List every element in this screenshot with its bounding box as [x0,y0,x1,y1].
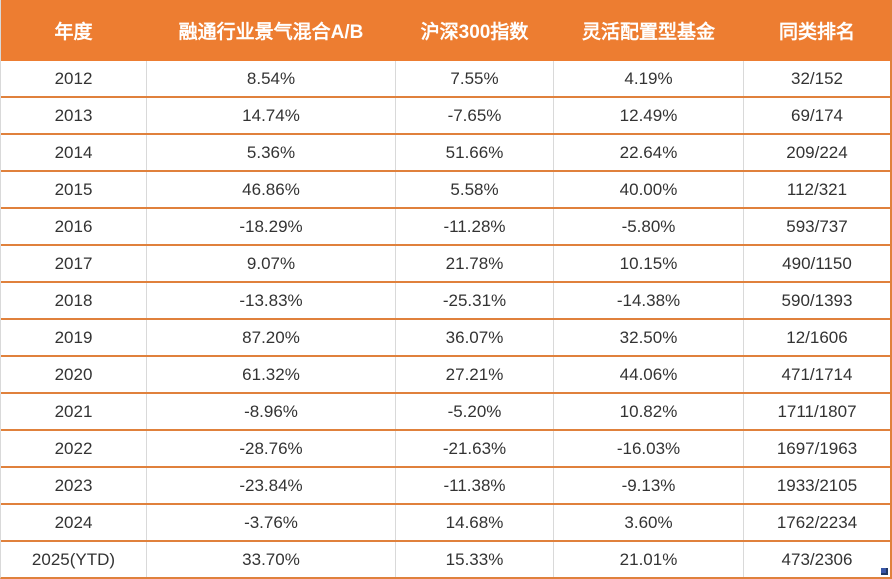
col-header-fund: 融通行业景气混合A/B [178,22,364,43]
fund-return-cell: 5.36% [146,135,395,170]
csi300-return-cell: -5.20% [395,394,553,429]
year-cell: 2020 [54,364,93,384]
rank-cell: 112/321 [743,172,890,207]
csi300-return-cell: -7.65% [395,98,553,133]
category-return-cell: 44.06% [553,357,743,392]
col-header-csi300: 沪深300指数 [420,22,529,43]
category-return-cell: 40.00% [553,172,743,207]
csi300-return-cell: -25.31% [395,283,553,318]
fund-return-cell: 87.20% [146,320,395,355]
year-cell: 2022 [54,438,93,458]
csi300-return-cell: -11.28% [395,209,553,244]
rank-cell: 209/224 [743,135,890,170]
csi300-return-cell: -21.63% [395,431,553,466]
category-return-cell: 22.64% [553,135,743,170]
csi300-return-cell: 21.78% [395,246,553,281]
table-row: 2023 -23.84% -11.38% -9.13% 1933/2105 [1,468,890,505]
category-return-cell: 10.15% [553,246,743,281]
year-cell: 2025(YTD) [31,549,116,569]
col-header-year: 年度 [54,22,93,43]
fund-return-cell: -28.76% [146,431,395,466]
table-row: 2012 8.54% 7.55% 4.19% 32/152 [1,61,890,98]
year-cell: 2018 [54,290,93,310]
table-row: 2021 -8.96% -5.20% 10.82% 1711/1807 [1,394,890,431]
fund-return-cell: -8.96% [146,394,395,429]
year-cell: 2012 [54,68,93,88]
csi300-return-cell: -11.38% [395,468,553,503]
table-row: 2014 5.36% 51.66% 22.64% 209/224 [1,135,890,172]
rank-cell: 473/2306 [743,542,890,577]
table-body: 2012 8.54% 7.55% 4.19% 32/152 2013 14.74… [1,61,890,577]
rank-cell: 69/174 [743,98,890,133]
year-cell: 2021 [54,401,93,421]
col-header-peer-rank: 同类排名 [778,22,855,43]
year-cell: 2017 [54,253,93,273]
fund-return-cell: -18.29% [146,209,395,244]
fund-return-cell: 46.86% [146,172,395,207]
table-row: 2016 -18.29% -11.28% -5.80% 593/737 [1,209,890,246]
category-return-cell: 12.49% [553,98,743,133]
fund-return-cell: -13.83% [146,283,395,318]
category-return-cell: 21.01% [553,542,743,577]
rank-cell: 1762/2234 [743,505,890,540]
spreadsheet-fill-handle[interactable] [881,568,888,575]
rank-cell: 471/1714 [743,357,890,392]
table-row: 2018 -13.83% -25.31% -14.38% 590/1393 [1,283,890,320]
csi300-return-cell: 51.66% [395,135,553,170]
csi300-return-cell: 15.33% [395,542,553,577]
year-cell: 2013 [54,105,93,125]
fund-return-cell: 33.70% [146,542,395,577]
category-return-cell: 4.19% [553,61,743,96]
category-return-cell: -9.13% [553,468,743,503]
fund-return-cell: -3.76% [146,505,395,540]
fund-return-cell: 61.32% [146,357,395,392]
table-row: 2015 46.86% 5.58% 40.00% 112/321 [1,172,890,209]
fund-return-cell: 14.74% [146,98,395,133]
year-cell: 2023 [54,475,93,495]
table-row: 2017 9.07% 21.78% 10.15% 490/1150 [1,246,890,283]
table-row: 2024 -3.76% 14.68% 3.60% 1762/2234 [1,505,890,542]
category-return-cell: -16.03% [553,431,743,466]
category-return-cell: 32.50% [553,320,743,355]
fund-return-cell: -23.84% [146,468,395,503]
table-row: 2013 14.74% -7.65% 12.49% 69/174 [1,98,890,135]
csi300-return-cell: 36.07% [395,320,553,355]
csi300-return-cell: 27.21% [395,357,553,392]
table-row: 2019 87.20% 36.07% 32.50% 12/1606 [1,320,890,357]
table-row: 2020 61.32% 27.21% 44.06% 471/1714 [1,357,890,394]
rank-cell: 490/1150 [743,246,890,281]
rank-cell: 593/737 [743,209,890,244]
category-return-cell: -5.80% [553,209,743,244]
category-return-cell: -14.38% [553,283,743,318]
csi300-return-cell: 7.55% [395,61,553,96]
table-row: 2022 -28.76% -21.63% -16.03% 1697/1963 [1,431,890,468]
year-cell: 2014 [54,142,93,162]
rank-cell: 1697/1963 [743,431,890,466]
fund-return-cell: 9.07% [146,246,395,281]
year-cell: 2015 [54,179,93,199]
table-header-row: 年度 融通行业景气混合A/B 沪深300指数 灵活配置型基金 同类排名 [1,0,890,61]
csi300-return-cell: 14.68% [395,505,553,540]
rank-cell: 32/152 [743,61,890,96]
category-return-cell: 3.60% [553,505,743,540]
year-cell: 2024 [54,512,93,532]
col-header-flexible-fund: 灵活配置型基金 [581,22,715,43]
category-return-cell: 10.82% [553,394,743,429]
rank-cell: 1933/2105 [743,468,890,503]
rank-cell: 12/1606 [743,320,890,355]
year-cell: 2016 [54,216,93,236]
rank-cell: 590/1393 [743,283,890,318]
year-cell: 2019 [54,327,93,347]
table-row: 2025(YTD) 33.70% 15.33% 21.01% 473/2306 [1,542,890,577]
fund-return-cell: 8.54% [146,61,395,96]
rank-cell: 1711/1807 [743,394,890,429]
csi300-return-cell: 5.58% [395,172,553,207]
